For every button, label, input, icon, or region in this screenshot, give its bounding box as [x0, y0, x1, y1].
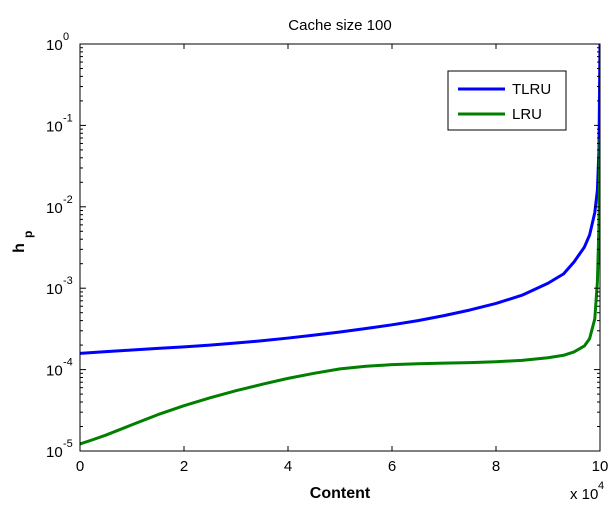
y-tick-label-exponent: -4	[63, 357, 73, 369]
y-tick-label: 10 -1	[46, 112, 73, 135]
legend-box	[447, 70, 567, 131]
y-tick-label: 10 0	[46, 31, 69, 54]
chart-title: Cache size 100	[288, 17, 391, 34]
x-tick-label: 6	[388, 458, 396, 475]
series-line-tlru	[80, 43, 600, 355]
x-multiplier: x 10 4	[570, 480, 604, 503]
x-tick-label: 8	[492, 458, 500, 475]
y-axis-label: h p	[11, 231, 35, 253]
y-tick-label-base: 10	[46, 37, 63, 54]
x-tick-label: 4	[284, 458, 292, 475]
plot-area-frame	[79, 43, 601, 452]
y-tick-label-exponent: 0	[63, 31, 69, 43]
y-tick-label: 10 -2	[46, 194, 73, 217]
y-tick-label: 10 -3	[46, 275, 73, 298]
x-axis-label: Content	[310, 485, 371, 502]
y-axis-label-subscript: p	[21, 231, 35, 238]
y-tick-label: 10 -5	[46, 438, 73, 461]
x-multiplier-base: x 10	[570, 486, 598, 503]
x-multiplier-exponent: 4	[598, 480, 604, 492]
series-layer	[80, 43, 600, 446]
y-tick-label-base: 10	[46, 281, 63, 298]
x-tick-label: 0	[76, 458, 84, 475]
y-tick-label-base: 10	[46, 200, 63, 217]
x-tick-label: 2	[180, 458, 188, 475]
legend-label-lru: LRU	[512, 106, 542, 123]
y-axis-label-main: h	[11, 243, 28, 253]
x-tick-label: 10	[592, 458, 609, 475]
series-line-lru	[80, 137, 600, 446]
y-tick-label-exponent: -2	[63, 194, 73, 206]
y-tick-label-base: 10	[46, 363, 63, 380]
y-tick-label-exponent: -1	[63, 112, 73, 124]
y-tick-label: 10 -4	[46, 357, 73, 380]
y-tick-label-base: 10	[46, 118, 63, 135]
y-tick-label-base: 10	[46, 444, 63, 461]
y-tick-label-exponent: -5	[63, 438, 73, 450]
y-tick-label-exponent: -3	[63, 275, 73, 287]
legend: TLRU LRU	[447, 70, 567, 131]
legend-label-tlru: TLRU	[512, 81, 551, 98]
